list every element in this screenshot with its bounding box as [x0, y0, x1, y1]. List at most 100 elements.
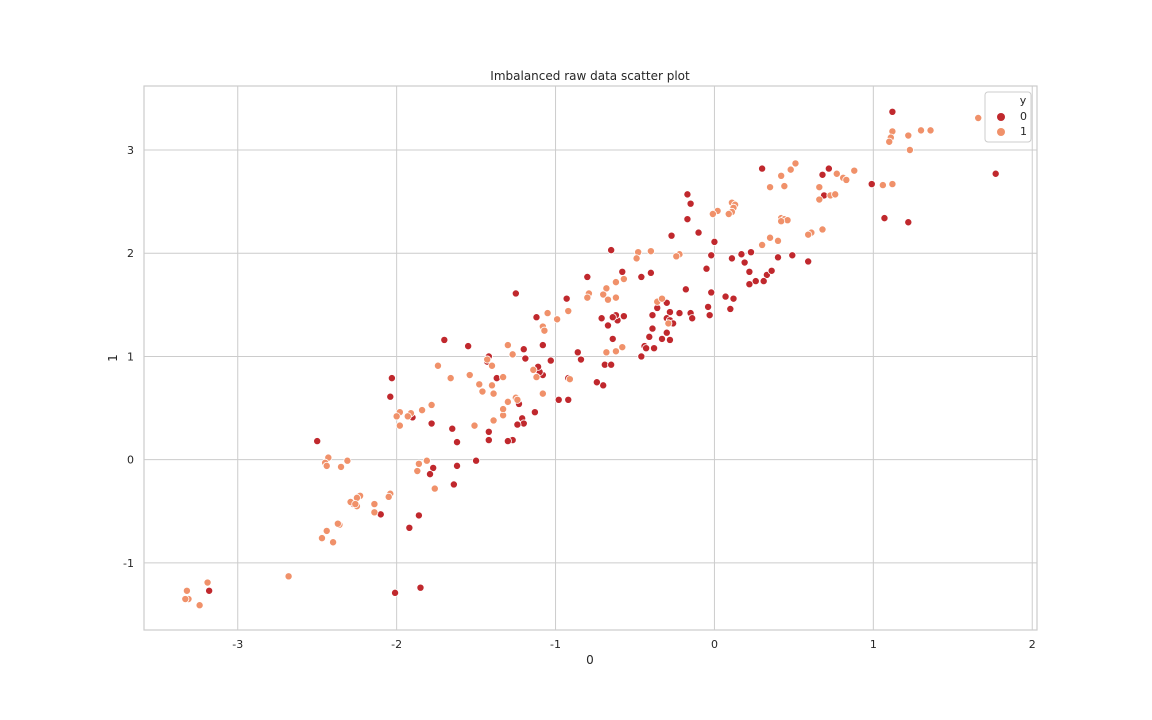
data-point-class-1 — [818, 225, 827, 234]
data-point-class-0 — [740, 258, 749, 267]
data-point-class-0 — [721, 292, 730, 301]
data-point-class-0 — [683, 215, 692, 224]
x-axis-label: 0 — [586, 653, 594, 667]
data-point-class-1 — [413, 467, 422, 476]
data-point-class-0 — [576, 355, 585, 364]
data-point-class-0 — [440, 335, 449, 344]
data-point-class-1 — [414, 459, 423, 468]
data-point-class-1 — [611, 347, 620, 356]
data-point-class-1 — [917, 126, 926, 135]
y-tick-label: 0 — [127, 454, 134, 467]
data-point-class-1 — [724, 209, 733, 218]
data-point-class-1 — [850, 166, 859, 175]
data-point-class-0 — [607, 360, 616, 369]
data-point-class-1 — [503, 341, 512, 350]
data-point-class-1 — [384, 492, 393, 501]
axes-frame — [143, 85, 1038, 631]
data-point-class-0 — [564, 395, 573, 404]
data-point-class-0 — [681, 285, 690, 294]
data-point-class-0 — [391, 588, 400, 597]
y-tick-label: 2 — [127, 247, 134, 260]
data-point-class-1 — [470, 421, 479, 430]
data-point-class-1 — [487, 381, 496, 390]
data-point-class-1 — [503, 397, 512, 406]
data-point-class-0 — [991, 169, 1000, 178]
data-point-class-1 — [392, 412, 401, 421]
data-point-class-0 — [705, 311, 714, 320]
data-point-class-0 — [429, 463, 438, 472]
data-point-class-0 — [513, 420, 522, 429]
data-point-class-1 — [513, 395, 522, 404]
legend-marker-1 — [997, 128, 1005, 136]
data-point-class-1 — [773, 236, 782, 245]
data-point-class-1 — [766, 233, 775, 242]
data-point-class-1 — [351, 500, 360, 509]
data-point-class-1 — [508, 350, 517, 359]
data-point-class-1 — [658, 294, 667, 303]
data-point-class-0 — [618, 267, 627, 276]
x-tick-label: 1 — [870, 638, 877, 651]
legend-marker-0 — [997, 113, 1005, 121]
data-point-class-0 — [597, 314, 606, 323]
data-point-class-1 — [602, 284, 611, 293]
data-point-class-1 — [602, 348, 611, 357]
data-point-class-1 — [632, 254, 641, 263]
data-point-class-1 — [777, 171, 786, 180]
data-point-class-0 — [648, 324, 657, 333]
data-point-class-0 — [642, 344, 651, 353]
y-tick-labels: -1 0 1 2 3 — [123, 144, 134, 570]
data-point-class-1 — [465, 371, 474, 380]
data-point-class-0 — [484, 436, 493, 445]
legend-label-0: 0 — [1020, 110, 1027, 123]
data-point-class-1 — [475, 380, 484, 389]
data-point-class-0 — [788, 251, 797, 260]
data-point-class-0 — [662, 328, 671, 337]
data-point-class-0 — [667, 231, 676, 240]
data-point-class-1 — [430, 484, 439, 493]
data-point-class-0 — [745, 267, 754, 276]
data-point-class-0 — [686, 199, 695, 208]
data-point-class-0 — [704, 302, 713, 311]
data-point-class-0 — [592, 378, 601, 387]
y-tick-label: 3 — [127, 144, 134, 157]
data-point-class-1 — [540, 326, 549, 335]
data-point-class-1 — [538, 389, 547, 398]
data-point-class-0 — [464, 342, 473, 351]
x-tick-label: 0 — [711, 638, 718, 651]
data-point-class-1 — [418, 406, 427, 415]
data-point-class-1 — [905, 145, 914, 154]
data-point-class-1 — [483, 355, 492, 364]
data-point-class-1 — [329, 538, 338, 547]
data-point-class-0 — [746, 248, 755, 257]
legend-box — [984, 91, 1032, 143]
data-point-class-1 — [708, 209, 717, 218]
data-point-class-1 — [672, 252, 681, 261]
data-point-class-0 — [546, 356, 555, 365]
data-point-class-0 — [313, 437, 322, 446]
data-point-class-1 — [831, 190, 840, 199]
data-point-class-0 — [707, 251, 716, 260]
data-point-class-0 — [448, 424, 457, 433]
data-point-class-1 — [370, 508, 379, 517]
data-point-class-1 — [766, 183, 775, 192]
data-point-class-0 — [665, 308, 674, 317]
data-point-class-0 — [538, 341, 547, 350]
data-point-class-1 — [664, 319, 673, 328]
data-point-class-0 — [530, 408, 539, 417]
data-point-class-1 — [499, 405, 508, 414]
data-point-class-0 — [562, 294, 571, 303]
data-point-class-0 — [405, 523, 414, 532]
data-point-class-0 — [648, 311, 657, 320]
data-point-class-0 — [726, 304, 735, 313]
data-point-class-0 — [751, 277, 760, 286]
data-point-class-0 — [650, 344, 659, 353]
data-point-class-1 — [619, 275, 628, 284]
data-point-class-0 — [521, 354, 530, 363]
data-point-class-0 — [773, 253, 782, 262]
data-point-class-1 — [618, 343, 627, 352]
data-point-class-1 — [815, 183, 824, 192]
data-point-class-1 — [646, 247, 655, 256]
data-point-class-0 — [503, 437, 512, 446]
x-tick-labels: -3 -2 -1 0 1 2 — [232, 638, 1035, 651]
